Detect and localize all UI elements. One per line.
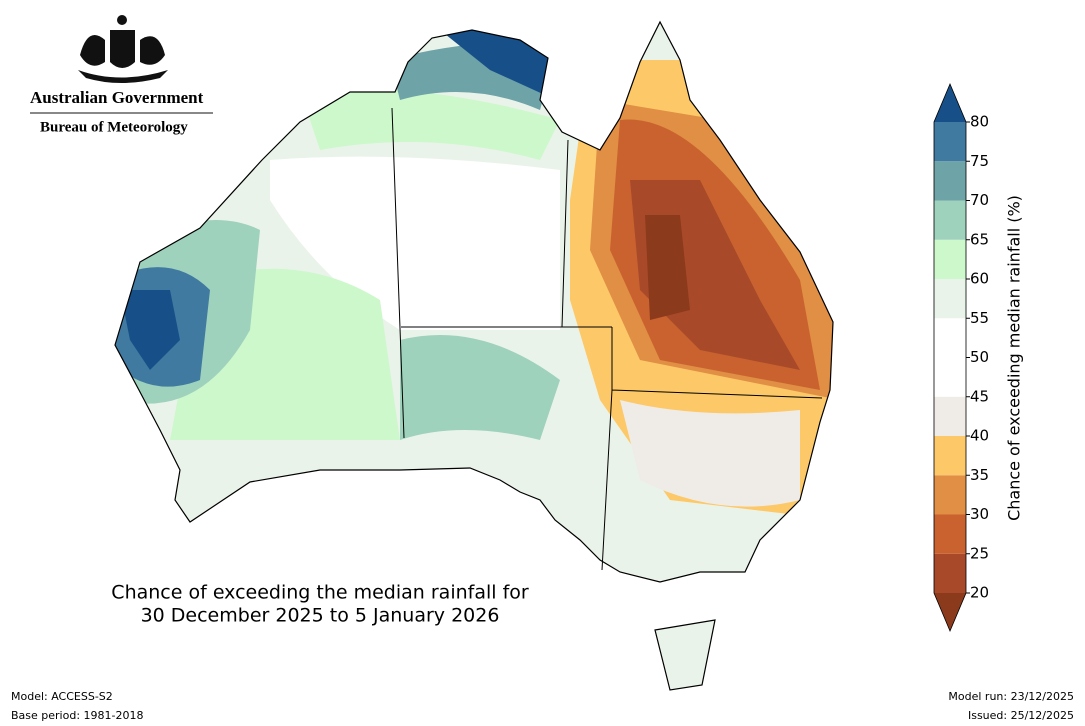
colorbar-swatch (934, 396, 966, 436)
colorbar-swatch (934, 436, 966, 476)
colorbar: 20 25 30 35 40 45 50 55 60 65 70 75 80 (933, 82, 989, 633)
colorbar-swatch (934, 318, 966, 358)
colorbar-tick-label: 50 (970, 348, 989, 366)
colorbar-tick-label: 60 (970, 270, 989, 288)
map-title-line: Chance of exceeding the median rainfall … (111, 582, 529, 604)
colorbar-tick-label: 40 (970, 427, 989, 445)
footer-model-run: Model run: 23/12/2025 (948, 690, 1074, 703)
colorbar-tick-label: 30 (970, 505, 989, 523)
footer-issued: Issued: 25/12/2025 (968, 709, 1074, 722)
colorbar-swatch (934, 475, 966, 515)
colorbar-tick-label: 70 (970, 191, 989, 209)
colorbar-swatch (934, 514, 966, 554)
state-borders (391, 107, 823, 571)
colorbar-extend-low (934, 593, 966, 631)
colorbar-tick-label: 80 (970, 113, 989, 131)
government-name: Australian Government (30, 88, 204, 107)
coat-of-arms (78, 15, 168, 83)
colorbar-tick-label: 55 (970, 309, 989, 327)
colorbar-swatch (934, 357, 966, 397)
colorbar-tick-label: 65 (970, 230, 989, 248)
map-title-line: 30 December 2025 to 5 January 2026 (141, 605, 500, 627)
colorbar-extend-high (934, 84, 966, 122)
colorbar-tick-label: 35 (970, 466, 989, 484)
colorbar-label: Chance of exceeding median rainfall (%) (1005, 195, 1024, 521)
colorbar-tick-label: 45 (970, 387, 989, 405)
colorbar-swatch (934, 200, 966, 240)
coastline (114, 20, 834, 691)
colorbar-swatch (934, 553, 966, 593)
colorbar-swatch (934, 279, 966, 319)
colorbar-swatch (934, 239, 966, 279)
colorbar-swatch (934, 161, 966, 201)
agency-name: Bureau of Meteorology (40, 119, 188, 135)
colorbar-swatch (934, 122, 966, 162)
footer-model: Model: ACCESS-S2 (11, 690, 113, 703)
footer-base-period: Base period: 1981-2018 (11, 709, 143, 722)
colorbar-tick-label: 75 (970, 152, 989, 170)
colorbar-tick-label: 20 (970, 584, 989, 602)
colorbar-tick-label: 25 (970, 544, 989, 562)
